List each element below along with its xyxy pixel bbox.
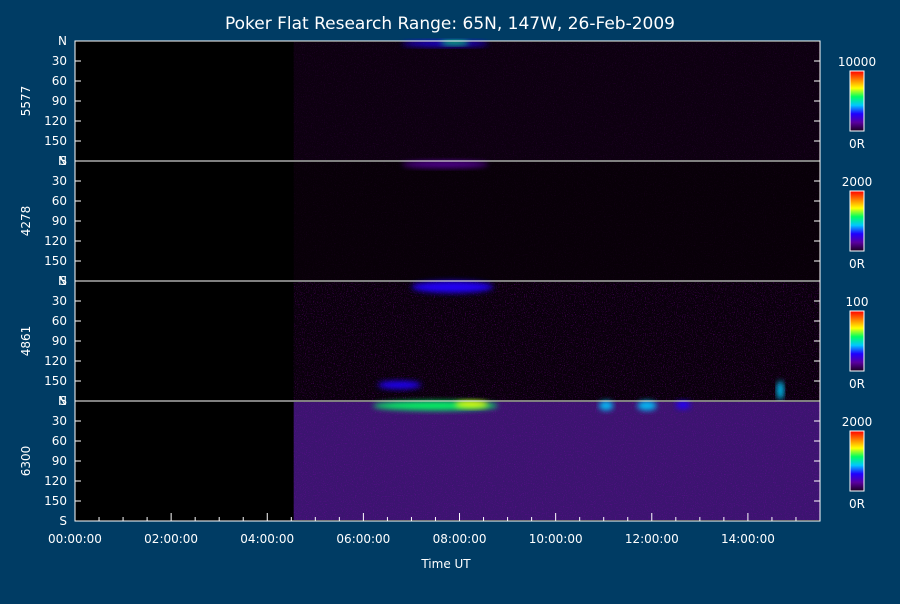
y-tick-label: S (59, 154, 67, 168)
colorbar-min-label: 0R (849, 497, 865, 511)
emission-feature (401, 161, 489, 168)
emission-feature (454, 401, 489, 408)
y-tick-label: 60 (52, 74, 67, 88)
x-tick-label: 10:00:00 (529, 532, 583, 546)
x-tick-label: 14:00:00 (721, 532, 775, 546)
colorbar-max-label: 100 (846, 295, 869, 309)
colorbar (849, 190, 865, 252)
y-tick-label: 60 (52, 314, 67, 328)
panel-5577: N 30 60 90 120 150 S 5577 10000 0R (19, 34, 876, 168)
y-tick-label: 90 (52, 214, 67, 228)
panel-6300: N 30 60 90 120 150 S 6300 2000 0R (19, 394, 872, 528)
emission-feature (440, 40, 470, 45)
y-tick-label: 60 (52, 194, 67, 208)
colorbar-min-label: 0R (849, 257, 865, 271)
x-tick-label: 02:00:00 (144, 532, 198, 546)
colorbar-min-label: 0R (849, 377, 865, 391)
x-tick-label: 04:00:00 (240, 532, 294, 546)
x-tick-label: 08:00:00 (433, 532, 487, 546)
emission-feature (637, 401, 657, 411)
channel-label: 4278 (19, 206, 33, 237)
channel-label: 6300 (19, 446, 33, 477)
x-tick-label: 06:00:00 (336, 532, 390, 546)
channel-label: 5577 (19, 86, 33, 117)
data-noise (293, 162, 820, 280)
y-tick-label: N (58, 394, 67, 408)
chart-title: Poker Flat Research Range: 65N, 147W, 26… (225, 14, 675, 34)
colorbar-max-label: 2000 (842, 175, 873, 189)
x-tick-label: 12:00:00 (625, 532, 679, 546)
panels: N 30 60 90 120 150 S 5577 10000 0R N 30 60 90 120 150 S 4… (19, 34, 876, 528)
data-noise (293, 402, 820, 520)
x-axis: 00:00:00 02:00:00 04:00:00 06:00:00 08:00:00… (48, 513, 821, 546)
panel-4278: N 30 60 90 120 150 S 4278 2000 0R (19, 154, 872, 288)
x-axis-label: Time UT (420, 557, 471, 571)
panel-4861: N 30 60 90 120 150 S 4861 100 0R (19, 274, 868, 408)
data-noise (293, 42, 820, 160)
colorbar (849, 310, 865, 372)
y-tick-label: 120 (44, 234, 67, 248)
y-tick-label: 150 (44, 254, 67, 268)
emission-feature (411, 281, 494, 293)
y-tick-label: N (58, 274, 67, 288)
y-tick-label: 120 (44, 354, 67, 368)
y-tick-label: 120 (44, 474, 67, 488)
y-tick-label: 90 (52, 94, 67, 108)
y-tick-label: S (59, 274, 67, 288)
emission-feature (776, 381, 784, 400)
y-tick-label: 120 (44, 114, 67, 128)
colorbar (849, 430, 865, 492)
y-tick-label: S (59, 514, 67, 528)
y-tick-label: S (59, 394, 67, 408)
y-tick-label: 60 (52, 434, 67, 448)
emission-feature (377, 381, 422, 389)
y-tick-label: 30 (52, 294, 67, 308)
data-noise (293, 282, 820, 400)
emission-feature (675, 401, 691, 409)
y-tick-label: N (58, 154, 67, 168)
x-tick-label: 00:00:00 (48, 532, 102, 546)
y-tick-label: 30 (52, 54, 67, 68)
colorbar-max-label: 2000 (842, 415, 873, 429)
y-tick-label: 30 (52, 414, 67, 428)
y-tick-label: 150 (44, 494, 67, 508)
colorbar (849, 70, 865, 132)
colorbar-max-label: 10000 (838, 55, 876, 69)
emission-feature (598, 401, 614, 411)
y-tick-label: 150 (44, 374, 67, 388)
channel-label: 4861 (19, 326, 33, 357)
y-tick-label: 90 (52, 334, 67, 348)
y-tick-label: 30 (52, 174, 67, 188)
y-tick-label: 90 (52, 454, 67, 468)
colorbar-min-label: 0R (849, 137, 865, 151)
y-tick-label: 150 (44, 134, 67, 148)
y-tick-label: N (58, 34, 67, 48)
